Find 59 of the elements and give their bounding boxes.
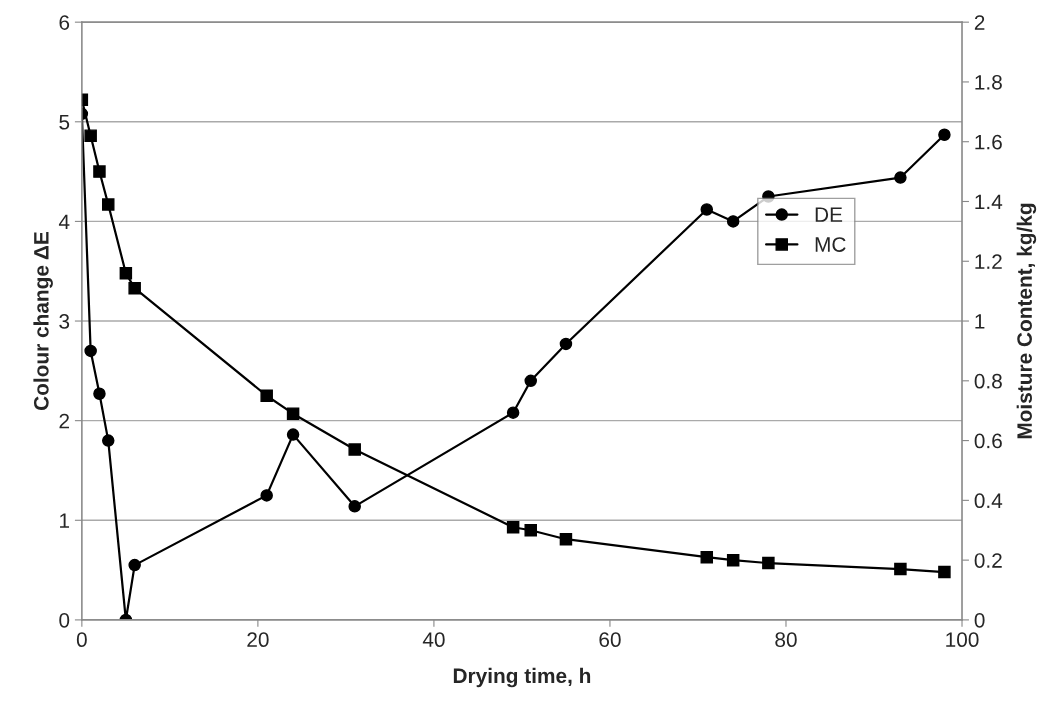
y2-tick-label: 0.6 <box>974 433 1002 449</box>
point <box>93 387 106 401</box>
y2-axis-title: Moisture Content, kg/kg <box>1016 203 1037 439</box>
point <box>348 500 361 513</box>
point <box>938 565 951 579</box>
point <box>894 562 907 576</box>
x-axis-title: Drying time, h <box>453 667 591 688</box>
y2-tick-label: 0.2 <box>974 553 1002 568</box>
y2-tick-label: 1.4 <box>975 194 1003 210</box>
x-tick-label: 20 <box>247 632 269 648</box>
point <box>348 443 361 456</box>
point <box>894 171 907 184</box>
point <box>128 558 141 572</box>
point <box>260 489 273 502</box>
point <box>84 129 97 142</box>
point <box>506 406 520 419</box>
point <box>524 523 537 537</box>
point <box>93 165 106 178</box>
y-tick-label: 6 <box>59 15 70 30</box>
legend-label: MC <box>815 237 846 252</box>
point <box>260 389 273 403</box>
y2-tick-label: 1 <box>975 314 985 329</box>
y-tick-label: 4 <box>58 214 70 229</box>
point <box>286 407 300 420</box>
point <box>726 215 740 228</box>
point <box>559 532 573 546</box>
point <box>938 128 951 141</box>
x-tick-label: 0 <box>76 632 87 648</box>
point <box>762 556 775 570</box>
point <box>559 337 573 351</box>
y2-tick-label: 1.2 <box>975 254 1002 269</box>
y2-tick-label: 0 <box>974 612 985 628</box>
point <box>700 550 714 564</box>
y2-tick-label: 0.4 <box>974 493 1003 509</box>
y2-tick-label: 2 <box>974 15 985 30</box>
legend-label: DE <box>815 207 843 222</box>
point <box>524 374 537 388</box>
y-tick-label: 5 <box>59 115 70 130</box>
point <box>102 198 115 211</box>
point <box>286 428 300 441</box>
y-axis-title: Colour change ΔE <box>33 231 53 411</box>
x-tick-label: 40 <box>422 632 445 648</box>
point <box>119 266 133 280</box>
y-tick-label: 2 <box>59 413 69 429</box>
point <box>506 521 520 534</box>
y-tick-label: 0 <box>59 612 70 628</box>
y2-tick-label: 0.8 <box>974 373 1002 389</box>
x-tick-label: 60 <box>599 632 621 648</box>
x-tick-label: 80 <box>775 632 797 648</box>
point <box>700 203 714 216</box>
point <box>102 434 115 447</box>
point <box>726 553 740 567</box>
x-tick-label: 100 <box>946 632 979 648</box>
y2-tick-label: 1.8 <box>975 74 1002 90</box>
point <box>128 281 141 295</box>
y-tick-label: 1 <box>60 513 70 528</box>
y-tick-label: 3 <box>59 314 70 329</box>
point <box>84 344 97 358</box>
y2-tick-label: 1.6 <box>975 134 1002 150</box>
